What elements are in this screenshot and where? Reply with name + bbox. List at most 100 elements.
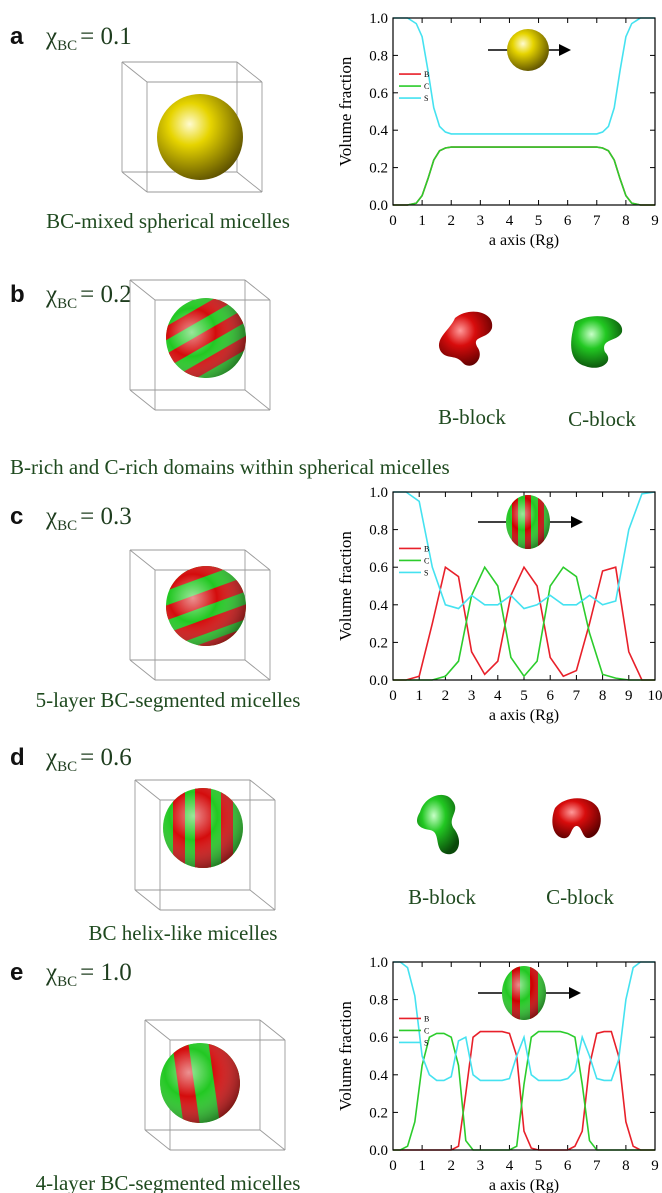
figure: a χBC= 0.1 BC-mixed spherical micelles b…: [0, 0, 662, 1193]
x-tick-label: 8: [599, 688, 607, 704]
y-axis-label: Volume fraction: [336, 56, 355, 166]
chi-label: χBC= 1.0: [45, 959, 132, 990]
chi-symbol: χ: [45, 281, 57, 308]
chi-symbol: χ: [45, 744, 57, 771]
block-label: B-block: [438, 405, 506, 429]
chi-subscript: BC: [57, 759, 77, 775]
series-line: [393, 147, 655, 205]
y-tick-label: 1.0: [369, 485, 388, 501]
panel-letter: b: [10, 281, 25, 308]
x-tick-label: 0: [389, 1158, 397, 1174]
x-tick-label: 6: [564, 1158, 572, 1174]
chi-value: = 0.3: [80, 503, 132, 530]
y-tick-label: 0.4: [369, 598, 388, 614]
chi-label: χBC= 0.3: [45, 503, 132, 534]
chi-subscript: BC: [57, 296, 77, 312]
y-tick-label: 0.8: [369, 523, 388, 539]
micelle-render: [155, 1038, 245, 1128]
y-tick-label: 0.6: [369, 86, 388, 102]
y-tick-label: 1.0: [369, 955, 388, 971]
chi-symbol: χ: [45, 503, 57, 530]
chart-inset: [488, 29, 568, 71]
y-tick-label: 0.6: [369, 560, 388, 576]
micelle-render: [163, 788, 243, 868]
legend-label: S: [424, 568, 428, 577]
chi-subscript: BC: [57, 518, 77, 534]
series-line: [393, 147, 655, 205]
x-tick-label: 2: [442, 688, 450, 704]
chart-inset: [478, 966, 578, 1020]
charts: 0.0 0.2 0.4 0.6 0.8 1.0 0 1 2 3 4 5 6 7 8 9 a axis (Rg) V…: [336, 11, 662, 1193]
caption: BC helix-like micelles: [89, 921, 278, 945]
x-tick-label: 4: [494, 688, 502, 704]
y-axis-label: Volume fraction: [336, 531, 355, 641]
chi-subscript: BC: [57, 38, 77, 54]
x-tick-label: 3: [468, 688, 476, 704]
chi-value: = 0.2: [80, 281, 132, 308]
x-tick-label: 3: [477, 1158, 485, 1174]
x-tick-label: 1: [418, 1158, 426, 1174]
chi-symbol: χ: [45, 959, 57, 986]
block-label: C-block: [568, 407, 636, 431]
x-tick-label: 8: [622, 213, 630, 229]
x-axis-label: a axis (Rg): [489, 1177, 559, 1193]
caption: 5-layer BC-segmented micelles: [36, 688, 301, 712]
legend-label: C: [424, 556, 429, 565]
caption: BC-mixed spherical micelles: [46, 209, 290, 233]
legend-label: C: [424, 1026, 429, 1035]
y-tick-label: 0.8: [369, 993, 388, 1009]
x-tick-label: 2: [447, 1158, 455, 1174]
block-render: [552, 798, 600, 838]
x-tick-label: 9: [651, 213, 659, 229]
y-tick-label: 0.0: [369, 198, 388, 214]
y-tick-label: 0.8: [369, 48, 388, 64]
legend-label: B: [424, 544, 429, 553]
panel-letter: d: [10, 744, 25, 771]
chi-label: χBC= 0.6: [45, 744, 132, 775]
block-render: [571, 316, 622, 368]
chi-value: = 1.0: [80, 959, 132, 986]
block-label: B-block: [408, 885, 476, 909]
y-tick-label: 0.2: [369, 635, 388, 651]
y-tick-label: 1.0: [369, 11, 388, 27]
y-tick-label: 0.2: [369, 161, 388, 177]
x-tick-label: 0: [389, 688, 397, 704]
x-tick-label: 5: [520, 688, 528, 704]
caption: B-rich and C-rich domains within spheric…: [10, 455, 450, 479]
x-tick-label: 3: [477, 213, 485, 229]
x-tick-label: 4: [506, 213, 514, 229]
chart-inset: [478, 495, 580, 549]
x-tick-label: 4: [506, 1158, 514, 1174]
x-axis-label: a axis (Rg): [489, 232, 559, 249]
x-tick-label: 2: [447, 213, 455, 229]
legend-label: B: [424, 70, 429, 79]
block-label: C-block: [546, 885, 614, 909]
x-tick-label: 6: [546, 688, 554, 704]
x-tick-label: 9: [625, 688, 633, 704]
x-tick-label: 8: [622, 1158, 630, 1174]
x-tick-label: 5: [535, 213, 543, 229]
legend-label: S: [424, 94, 428, 103]
x-tick-label: 6: [564, 213, 572, 229]
caption: 4-layer BC-segmented micelles: [36, 1171, 301, 1193]
x-tick-label: 7: [573, 688, 581, 704]
y-tick-label: 0.4: [369, 1068, 388, 1084]
legend-label: B: [424, 1014, 429, 1023]
chi-subscript: BC: [57, 974, 77, 990]
x-tick-label: 0: [389, 213, 397, 229]
chi-symbol: χ: [45, 23, 57, 50]
legend-label: S: [424, 1038, 428, 1047]
x-axis-label: a axis (Rg): [489, 707, 559, 724]
legend-label: C: [424, 82, 429, 91]
y-tick-label: 0.2: [369, 1105, 388, 1121]
block-render: [439, 312, 492, 366]
x-tick-label: 7: [593, 213, 601, 229]
block-render: [417, 795, 459, 854]
y-tick-label: 0.0: [369, 673, 388, 689]
body: a χBC= 0.1 BC-mixed spherical micelles b…: [0, 0, 662, 1193]
chi-value: = 0.6: [80, 744, 132, 771]
panel-letter: a: [10, 23, 24, 50]
micelle-render: [157, 94, 243, 180]
x-tick-label: 7: [593, 1158, 601, 1174]
x-tick-label: 5: [535, 1158, 543, 1174]
